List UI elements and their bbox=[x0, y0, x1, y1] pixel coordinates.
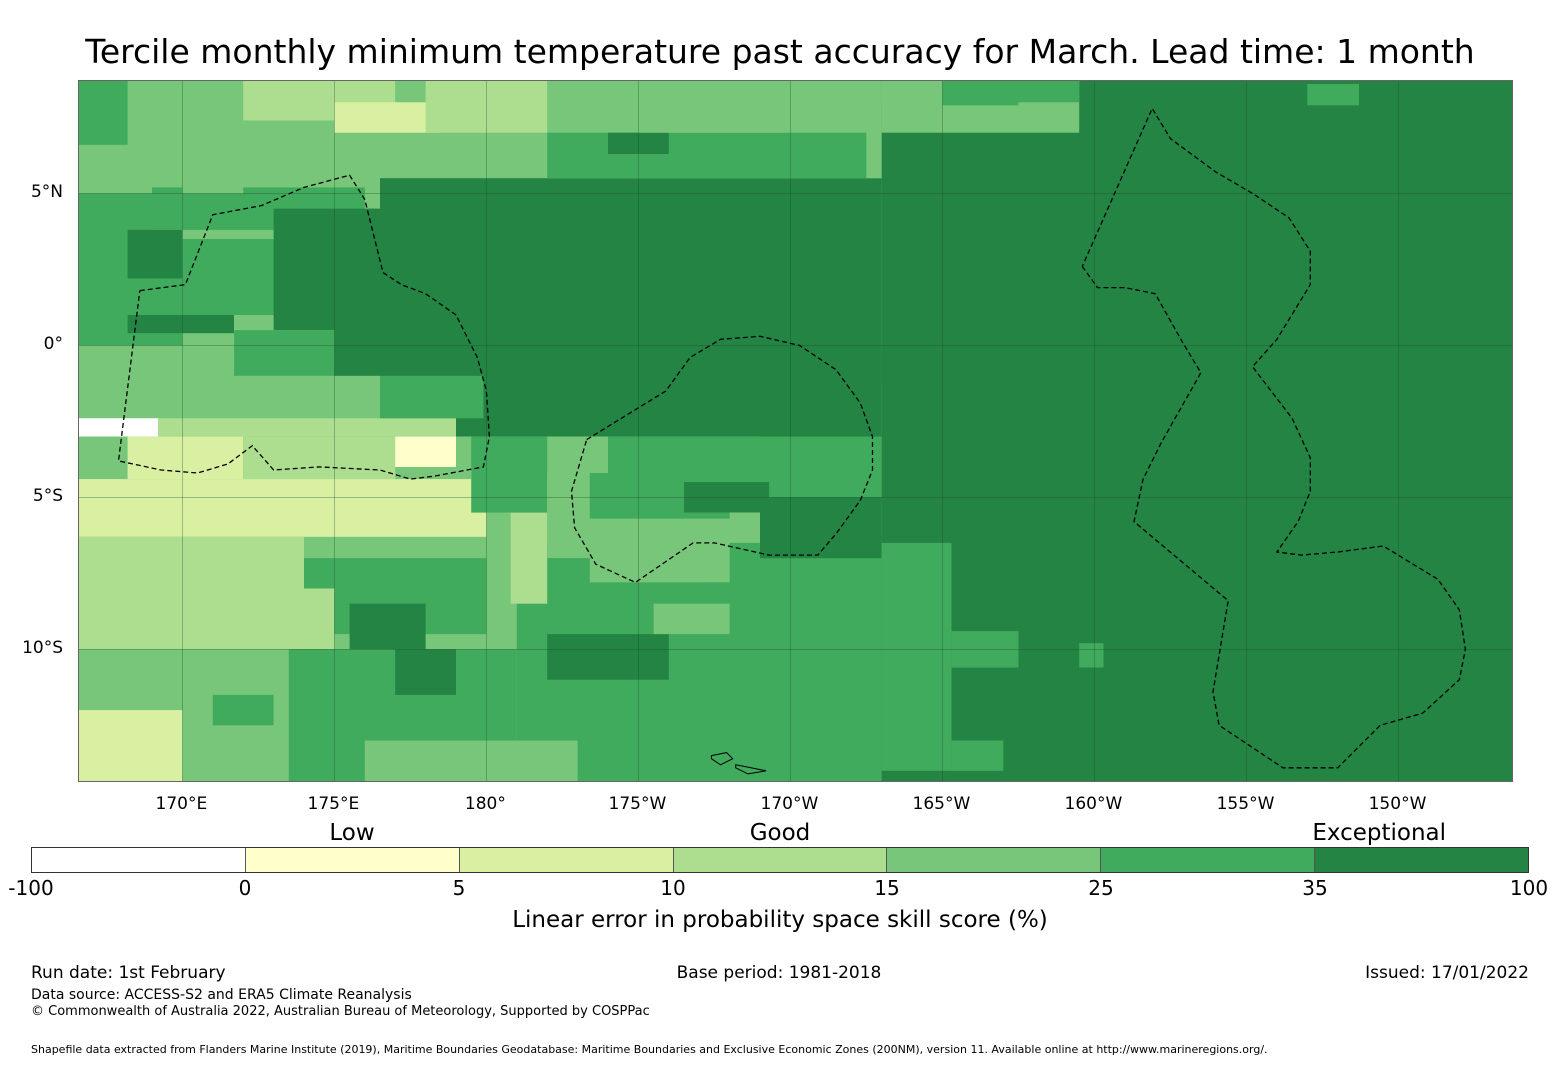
heatmap-map bbox=[78, 80, 1513, 782]
heatmap-cell-36 bbox=[510, 512, 548, 604]
heatmap-cell-38 bbox=[547, 473, 590, 559]
eez-boundary bbox=[1081, 106, 1467, 769]
chart-title: Tercile monthly minimum temperature past… bbox=[85, 32, 1475, 71]
heatmap-cell-19 bbox=[79, 418, 456, 437]
lon-tick-label: 180° bbox=[464, 794, 506, 814]
heatmap-cell-47 bbox=[1079, 643, 1104, 668]
colorbar-segment bbox=[1315, 848, 1529, 872]
heatmap-cell-57 bbox=[182, 132, 244, 194]
colorbar-tick-label: 100 bbox=[1509, 876, 1549, 900]
lon-tick-label: 150°W bbox=[1368, 794, 1427, 814]
heatmap-cell-17 bbox=[380, 375, 484, 419]
heatmap-cell-35 bbox=[547, 634, 669, 680]
heatmap-cell-20 bbox=[79, 418, 158, 437]
heatmap-cell-52 bbox=[790, 81, 882, 103]
colorbar-tick-label: 10 bbox=[660, 876, 686, 900]
colorbar-tick-label: 0 bbox=[238, 876, 252, 900]
heatmap-cell-54 bbox=[334, 102, 441, 133]
colorbar-tick-label: -100 bbox=[8, 876, 54, 900]
heatmap-cell-8 bbox=[1103, 81, 1134, 176]
category-label: Exceptional bbox=[1312, 820, 1447, 846]
heatmap-cell-21 bbox=[127, 436, 244, 480]
colorbar-segment bbox=[459, 848, 674, 872]
heatmap-cell-2 bbox=[881, 81, 1512, 781]
lon-tick-label: 170°E bbox=[155, 794, 208, 814]
heatmap-cell-48 bbox=[750, 354, 882, 382]
heatmap-cell-61 bbox=[212, 694, 274, 726]
colorbar-segment bbox=[32, 848, 246, 872]
colorbar-tick-label: 25 bbox=[1088, 876, 1114, 900]
colorbar-segment bbox=[673, 848, 888, 872]
heatmap-cell-16 bbox=[127, 315, 234, 334]
heatmap-cell-22 bbox=[243, 436, 396, 480]
heatmap-cell-56 bbox=[79, 81, 128, 145]
heatmap-cell-24 bbox=[79, 479, 487, 537]
lon-tick-label: 165°W bbox=[912, 794, 971, 814]
category-label: Good bbox=[749, 820, 811, 846]
heatmap-cell-37 bbox=[471, 436, 548, 513]
heatmap-cell-31 bbox=[79, 710, 183, 781]
colorbar-tick-label: 5 bbox=[452, 876, 466, 900]
lat-tick-label: 5°N bbox=[30, 182, 63, 203]
lat-tick-label: 0° bbox=[43, 334, 63, 355]
run-date: Run date: 1st February bbox=[31, 963, 226, 983]
heatmap-cell-33 bbox=[395, 649, 456, 695]
heatmap-cell-10 bbox=[127, 229, 183, 279]
copyright: © Commonwealth of Australia 2022, Austra… bbox=[31, 1004, 650, 1019]
colorbar-label: Linear error in probability space skill … bbox=[512, 907, 1048, 933]
heatmap-cell-58 bbox=[1307, 84, 1359, 106]
heatmap-cell-49 bbox=[547, 132, 867, 179]
heatmap-cell-39 bbox=[589, 518, 730, 583]
colorbar bbox=[31, 847, 1529, 873]
lat-tick-label: 5°S bbox=[32, 486, 63, 507]
shapefile-note: Shapefile data extracted from Flanders M… bbox=[31, 1043, 1268, 1056]
heatmap-cell-28 bbox=[349, 603, 426, 650]
lon-tick-label: 155°W bbox=[1216, 794, 1275, 814]
coastline bbox=[735, 764, 767, 775]
colorbar-tick-label: 35 bbox=[1302, 876, 1328, 900]
heatmap-cell-45 bbox=[951, 740, 1004, 771]
issued-date: Issued: 17/01/2022 bbox=[1365, 963, 1529, 983]
data-source: Data source: ACCESS-S2 and ERA5 Climate … bbox=[31, 987, 412, 1003]
heatmap-cell-44 bbox=[881, 542, 952, 771]
map-canvas bbox=[79, 81, 1512, 781]
heatmap-cell-29 bbox=[79, 588, 335, 650]
lon-tick-label: 175°E bbox=[307, 794, 360, 814]
eez-boundary bbox=[570, 335, 874, 584]
lon-tick-label: 175°W bbox=[608, 794, 667, 814]
colorbar-tick-label: 15 bbox=[874, 876, 900, 900]
heatmap-cell-23 bbox=[395, 436, 456, 467]
heatmap-cell-60 bbox=[1003, 81, 1080, 103]
heatmap-cell-18 bbox=[79, 375, 380, 419]
heatmap-cell-34 bbox=[364, 740, 578, 781]
lon-tick-label: 160°W bbox=[1064, 794, 1123, 814]
heatmap-cell-51 bbox=[638, 81, 791, 133]
colorbar-segment bbox=[887, 848, 1102, 872]
lat-tick-label: 10°S bbox=[22, 638, 63, 659]
category-label: Low bbox=[329, 820, 375, 846]
base-period: Base period: 1981-2018 bbox=[676, 963, 882, 983]
heatmap-cell-43 bbox=[653, 603, 730, 635]
colorbar-segment bbox=[245, 848, 460, 872]
lon-tick-label: 170°W bbox=[760, 794, 819, 814]
colorbar-segment bbox=[1101, 848, 1316, 872]
heatmap-cell-26 bbox=[79, 536, 304, 589]
eez-boundary bbox=[117, 174, 491, 480]
coastline bbox=[710, 752, 734, 766]
